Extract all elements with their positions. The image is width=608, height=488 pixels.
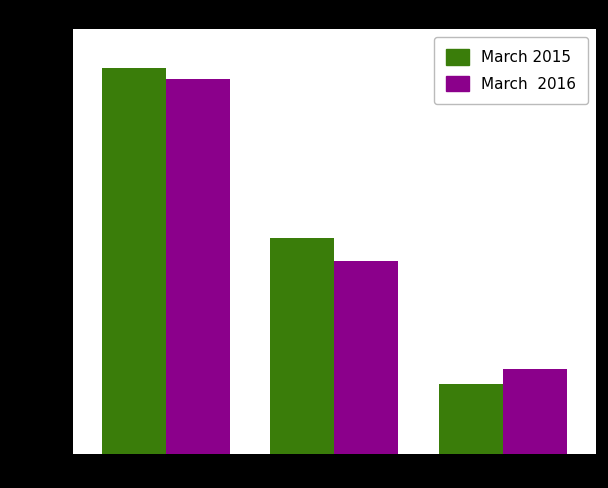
Bar (439, 385, 503, 454)
Legend: March 2015, March  2016: March 2015, March 2016 (434, 37, 588, 104)
Bar (503, 369, 567, 454)
Bar (271, 238, 334, 454)
Bar (334, 261, 398, 454)
Bar (102, 68, 166, 454)
Bar (166, 80, 230, 454)
